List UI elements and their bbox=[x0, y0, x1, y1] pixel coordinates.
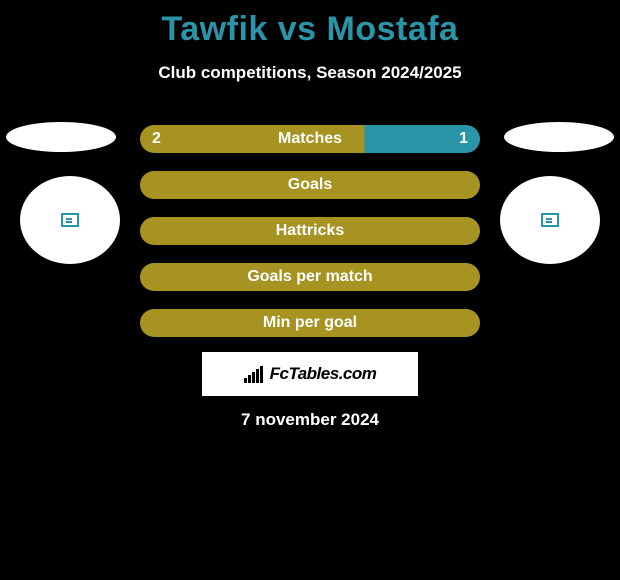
logo-text: FcTables.com bbox=[270, 364, 377, 384]
player-left-ellipse bbox=[6, 122, 116, 152]
date-label: 7 november 2024 bbox=[0, 410, 620, 430]
player-right-avatar bbox=[500, 176, 600, 264]
stat-row-goals: Goals bbox=[140, 171, 480, 199]
subtitle: Club competitions, Season 2024/2025 bbox=[0, 63, 620, 83]
matches-left-value: 2 bbox=[152, 130, 161, 148]
logo-box[interactable]: FcTables.com bbox=[202, 352, 418, 396]
player-right-ellipse bbox=[504, 122, 614, 152]
goals-label: Goals bbox=[288, 176, 332, 194]
stat-row-matches: 2 Matches 1 bbox=[140, 125, 480, 153]
matches-label: Matches bbox=[278, 130, 342, 148]
stat-row-gpm: Goals per match bbox=[140, 263, 480, 291]
bar-chart-icon bbox=[244, 365, 266, 383]
placeholder-icon bbox=[61, 213, 79, 227]
player-left-avatar bbox=[20, 176, 120, 264]
page-title: Tawfik vs Mostafa bbox=[0, 0, 620, 49]
gpm-label: Goals per match bbox=[247, 268, 372, 286]
stat-row-mpg: Min per goal bbox=[140, 309, 480, 337]
stat-row-hattricks: Hattricks bbox=[140, 217, 480, 245]
stats-container: 2 Matches 1 Goals Hattricks Goals per ma… bbox=[140, 125, 480, 337]
matches-right-value: 1 bbox=[459, 130, 468, 148]
placeholder-icon bbox=[541, 213, 559, 227]
mpg-label: Min per goal bbox=[263, 314, 357, 332]
hattricks-label: Hattricks bbox=[276, 222, 344, 240]
